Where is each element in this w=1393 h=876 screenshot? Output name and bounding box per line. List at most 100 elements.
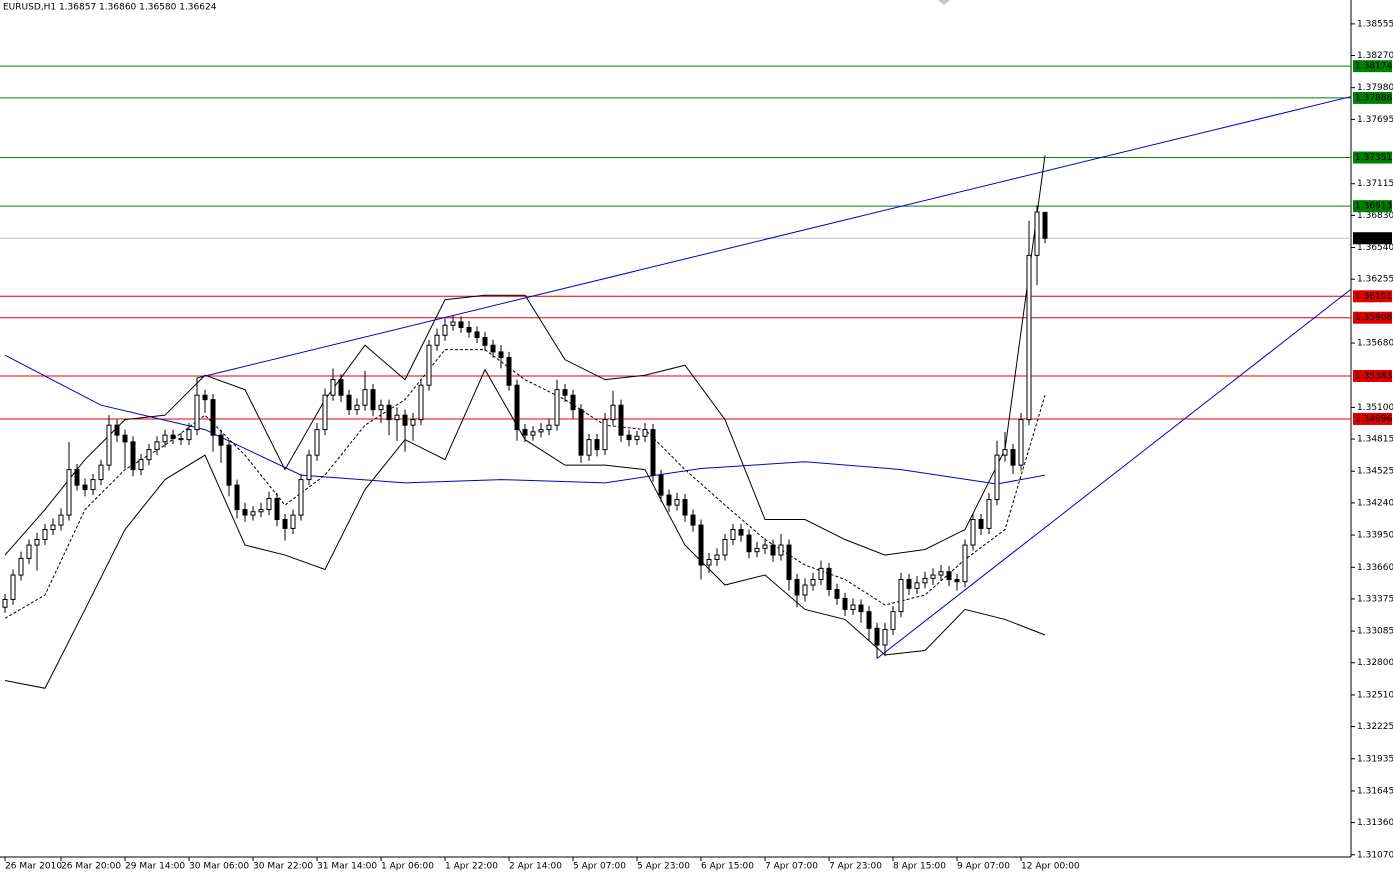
candle-body [290,514,296,529]
y-tick-label: 1.35100 [1357,403,1393,413]
candle-body [394,414,400,421]
level-label: 1.37888 [1355,93,1392,103]
candle-body [170,434,176,439]
y-tick-label: 1.31645 [1357,786,1393,796]
y-tick-label: 1.31070 [1357,850,1393,860]
candle-body [994,454,1000,501]
candle-body [354,404,360,411]
x-tick-label: 12 Apr 00:00 [1021,862,1080,872]
candle-body [162,434,168,443]
candle-body [210,399,216,436]
candle-body [986,499,992,529]
candle-body [618,404,624,436]
candle-body [810,578,816,586]
candle-body [178,437,184,441]
candle-body [802,584,808,596]
candle-body [410,419,416,426]
x-tick-label: 31 Mar 14:00 [317,862,377,872]
candle-body [26,544,32,559]
candle-body [490,344,496,353]
candle-body [578,409,584,456]
candle-body [306,454,312,481]
candle-body [338,379,344,396]
candle-body [930,574,936,579]
moving-average [4,354,1046,485]
candle-body [642,429,648,437]
x-tick-label: 8 Apr 15:00 [893,862,946,872]
candle-body [194,394,200,431]
candle-body [442,324,448,336]
candle-body [850,604,856,610]
candle-body [482,336,488,346]
y-tick-label: 1.36830 [1357,211,1393,221]
level-label-box [1353,290,1392,303]
candle-body [10,574,16,600]
candle-body [106,424,112,466]
candle-body [650,429,656,476]
x-tick-label: 29 Mar 14:00 [125,862,185,872]
y-tick-label: 1.38270 [1357,51,1393,61]
candle-body [594,439,600,451]
trend-line [196,96,1352,379]
y-tick-label: 1.37695 [1357,115,1393,125]
candle-body [818,567,824,580]
candle-body [762,544,768,549]
candle-body [154,441,160,451]
y-tick-label: 1.36255 [1357,275,1393,285]
candle-body [258,509,264,513]
candle-body [514,384,520,431]
level-label: 1.35908 [1355,313,1392,323]
x-tick-label: 30 Mar 22:00 [253,862,313,872]
candle-body [362,389,368,406]
candle-body [42,529,48,541]
level-label-box [1353,369,1392,382]
candle-body [1026,254,1032,421]
level-label: 1.36913 [1355,202,1392,212]
level-label-box [1353,151,1392,164]
candle-body [138,459,144,471]
candle-body [370,389,376,411]
candle-body [866,611,872,629]
candle-body [266,497,272,511]
y-tick-label: 1.32800 [1357,658,1393,668]
candle-body [658,474,664,496]
candle-body [786,544,792,580]
candle-body [458,321,464,328]
candle-body [98,464,104,481]
x-tick-label: 2 Apr 14:00 [509,862,562,872]
x-tick-label: 5 Apr 07:00 [573,862,626,872]
candle-body [722,539,728,556]
y-tick-label: 1.32510 [1357,690,1393,700]
candle-body [698,524,704,566]
y-tick-label: 1.34525 [1357,467,1393,477]
candle-body [202,394,208,401]
y-tick-label: 1.34240 [1357,498,1393,508]
candle-body [314,429,320,456]
x-tick-label: 7 Apr 07:00 [765,862,818,872]
candle-body [378,404,384,411]
candle-body [922,577,928,584]
y-tick-label: 1.37115 [1357,179,1393,189]
x-tick-label: 1 Apr 22:00 [445,862,498,872]
level-label-box [1353,311,1392,324]
y-tick-label: 1.33950 [1357,531,1393,541]
candle-body [610,404,616,421]
candle-body [538,429,544,433]
x-tick-label: 26 Mar 20:00 [61,862,121,872]
x-tick-label: 26 Mar 2010 [5,862,62,872]
y-tick-label: 1.33660 [1357,563,1393,573]
candle-body [962,544,968,583]
candle-body [946,571,952,580]
candle-body [546,424,552,431]
shift-marker [938,0,950,5]
candle-body [186,429,192,441]
candle-body [18,557,24,576]
candle-body [834,588,840,599]
candle-body [826,567,832,590]
y-tick-label: 1.36540 [1357,243,1393,253]
level-label: 1.37351 [1355,153,1392,163]
candle-body [842,597,848,610]
x-tick-label: 9 Apr 07:00 [957,862,1010,872]
bollinger-upper [4,155,1046,556]
candle-body [298,479,304,516]
